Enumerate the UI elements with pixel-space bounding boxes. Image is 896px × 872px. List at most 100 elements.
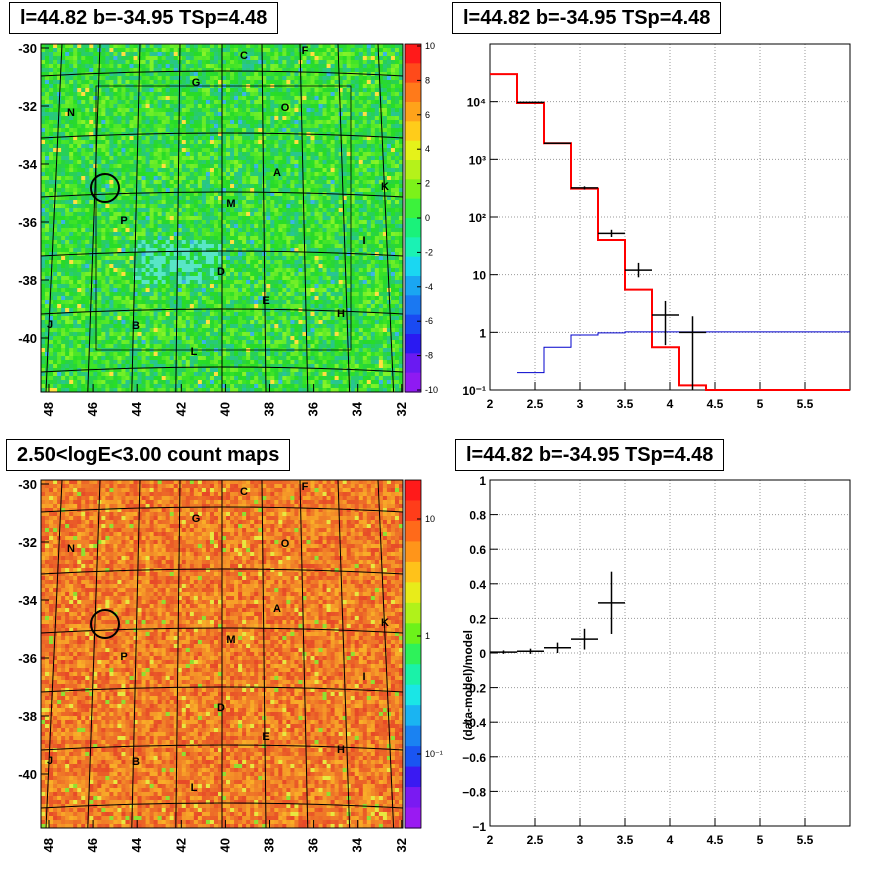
y-tick-label: −0.6	[462, 751, 486, 765]
y-tick-label: 10⁴	[467, 96, 486, 110]
colorbar-tick-label: 10	[425, 514, 435, 524]
x-tick-label: 40	[217, 838, 232, 852]
x-tick-label: 4.5	[707, 833, 724, 847]
data-point	[544, 142, 571, 145]
source-label-d: D	[217, 702, 225, 714]
y-tick-label: -38	[18, 709, 37, 724]
y-tick-label: 0.4	[469, 578, 486, 592]
source-label-i: I	[362, 235, 365, 247]
x-tick-label: 2.5	[527, 833, 544, 847]
y-tick-label: -30	[18, 41, 37, 56]
title-bottom-left: 2.50<logE<3.00 count maps	[6, 439, 291, 471]
y-tick-label: 1	[479, 474, 486, 488]
residual-chart: 2 2.5 3 3.5 4 4.5 5 5.5 1 0.8 0.6 0.4 0.2 0 −0.2 −0.4 −0…	[461, 474, 851, 847]
source-label-f: F	[302, 45, 309, 57]
source-label-n: N	[67, 107, 75, 119]
source-label-m: M	[226, 198, 235, 210]
map-pixels	[41, 480, 404, 829]
y-tick-label: −0.8	[462, 785, 486, 799]
y-tick-label: 0	[479, 647, 486, 661]
grid-lines	[489, 44, 850, 390]
colorbar-tick-label: 8	[425, 75, 430, 85]
x-tick-label: 38	[262, 402, 277, 416]
y-tick-label: -32	[18, 99, 37, 114]
x-tick-label: 3.5	[617, 397, 634, 411]
data-point	[571, 628, 598, 650]
x-tick-label: 5.5	[797, 833, 814, 847]
x-tick-label: 3	[577, 833, 584, 847]
source-label-l: L	[191, 346, 198, 358]
colorbar-tick-label: 6	[425, 110, 430, 120]
x-tick-label: 3	[577, 397, 584, 411]
source-label-j: J	[47, 319, 53, 331]
x-tick-label: 44	[129, 837, 144, 852]
x-tick-label: 46	[85, 402, 100, 416]
coordinate-grid	[40, 43, 404, 393]
source-circle	[90, 173, 120, 203]
source-label-i: I	[362, 671, 365, 683]
data-point	[517, 648, 544, 654]
source-label-a: A	[273, 167, 281, 179]
x-tick-label: 34	[350, 401, 365, 416]
source-label-n: N	[67, 543, 75, 555]
data-point	[517, 101, 544, 104]
y-tick-label: −1	[472, 820, 486, 834]
colorbar-tick-label: -2	[425, 247, 433, 257]
data-point	[598, 229, 625, 237]
x-tick-label: 32	[394, 838, 409, 852]
x-tick-label: 36	[306, 402, 321, 416]
data-point	[625, 262, 652, 278]
colorbar-tick-label: -8	[425, 351, 433, 361]
y-tick-label: 10³	[469, 153, 486, 167]
title-bottom-right: l=44.82 b=-34.95 TSp=4.48	[455, 439, 725, 471]
x-tick-label: 4	[667, 833, 674, 847]
data-point	[490, 650, 517, 654]
x-tick-label: 48	[41, 402, 56, 416]
source-label-a: A	[273, 603, 281, 615]
y-tick-label: 1	[479, 326, 486, 340]
x-tick-label: 3.5	[617, 833, 634, 847]
y-tick-label: −0.4	[462, 716, 486, 730]
x-tick-label: 5.5	[797, 397, 814, 411]
colorbar-tick-label: 2	[425, 179, 430, 189]
source-label-e: E	[262, 731, 269, 743]
title-top-left: l=44.82 b=-34.95 TSp=4.48	[9, 2, 279, 34]
y-tick-label: -36	[18, 651, 37, 666]
source-label-o: O	[281, 102, 290, 114]
x-tick-label: 2	[487, 833, 494, 847]
source-label-b: B	[132, 320, 140, 332]
source-label-j: J	[47, 755, 53, 767]
source-label-c: C	[240, 486, 248, 498]
map-frame	[40, 43, 404, 393]
colorbar	[405, 480, 421, 829]
colorbar-tick-label: -6	[425, 316, 433, 326]
source-label-b: B	[132, 756, 140, 768]
source-label-g: G	[192, 513, 201, 525]
x-tick-label: 4.5	[707, 397, 724, 411]
colorbar-tick-label: 0	[425, 213, 430, 223]
source-label-d: D	[217, 266, 225, 278]
model-step-line	[490, 73, 850, 391]
x-tick-label: 34	[350, 837, 365, 852]
y-tick-label: -32	[18, 535, 37, 550]
spectrum-chart: 2 2.5 3 3.5 4 4.5 5 5.5 10⁻¹ 1 10 10² 10³ 10⁴	[462, 43, 851, 411]
x-tick-label: 32	[394, 402, 409, 416]
x-tick-label: 5	[757, 397, 764, 411]
colorbar-tick-label: -4	[425, 282, 433, 292]
y-tick-label: -40	[18, 331, 37, 346]
source-circle	[90, 609, 120, 639]
data-point	[652, 300, 679, 346]
y-tick-label: -36	[18, 215, 37, 230]
y-tick-label: 10	[473, 269, 487, 283]
grid-lines	[489, 479, 850, 827]
source-label-o: O	[281, 538, 290, 550]
x-tick-label: 46	[85, 838, 100, 852]
map-pixels	[41, 44, 404, 393]
colorbar-tick-label: 10⁻¹	[425, 749, 443, 759]
y-tick-label: 0.8	[469, 509, 486, 523]
source-label-e: E	[262, 295, 269, 307]
map-frame	[40, 479, 404, 829]
y-tick-label: 10²	[469, 211, 486, 225]
x-tick-label: 42	[173, 402, 188, 416]
